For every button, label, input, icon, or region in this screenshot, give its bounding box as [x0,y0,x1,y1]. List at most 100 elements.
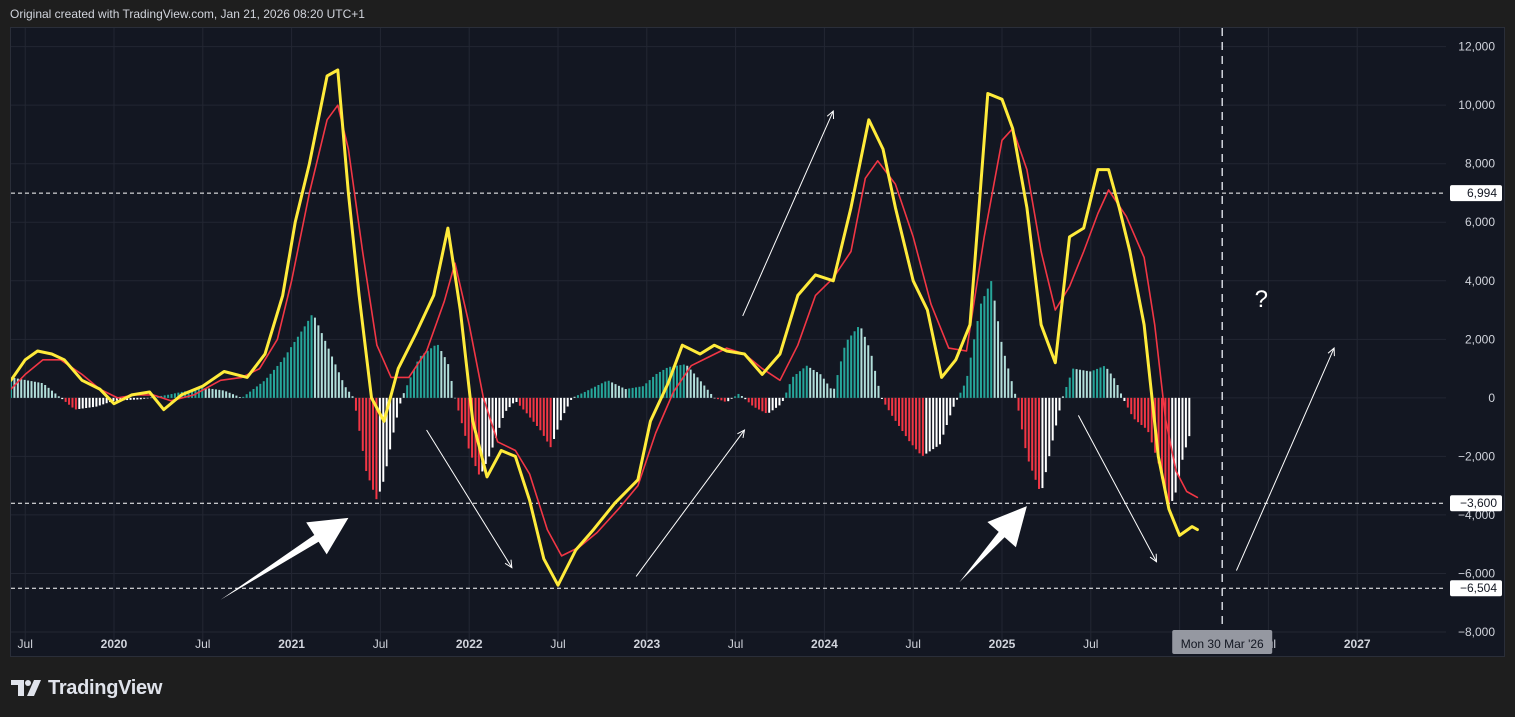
arrow-head [1327,347,1335,357]
histogram-bar [64,397,67,402]
arrow-head [826,109,835,120]
histogram-bar [272,369,275,398]
histogram-bar [621,387,624,398]
histogram-bar [727,397,730,402]
histogram-bar [344,387,347,398]
histogram-bar [744,397,747,400]
histogram-bar [1014,393,1017,398]
indicator-chart[interactable]: ? 12,000 10,000 8,000 6,000 4,000 2,000 0 −2,00… [11,28,1506,658]
histogram-bar [658,371,661,398]
oscillator-lines [11,68,1199,587]
histogram-bar [27,380,30,398]
histogram-bar [341,380,344,398]
histogram-bar [597,385,600,398]
histogram-bar [904,397,907,437]
bold-arrow-1 [220,517,349,600]
histogram-bar [262,381,265,398]
histogram-bar [833,388,836,398]
histogram-bar [1048,397,1051,457]
histogram-bar [580,393,583,398]
histogram-bar [276,365,279,398]
histogram-bar [576,395,579,398]
histogram-bar [522,397,525,410]
histogram-bar [1089,371,1092,398]
histogram-bar [303,326,306,398]
histogram-bar [269,373,272,398]
histogram-bar [938,397,941,445]
histogram-bar [761,397,764,412]
histogram-bar [423,353,426,398]
histogram-bar [436,344,439,398]
histogram-bar [945,397,948,425]
histogram-bar [976,321,979,398]
histogram-bar [368,397,371,481]
histogram-bar [901,397,904,432]
histogram-bar [754,397,757,408]
histogram-bar [1055,397,1058,426]
histogram-bar [146,397,149,399]
histogram-bar [860,328,863,398]
histogram-bar [525,397,528,414]
histogram-bar [389,397,392,450]
histogram-bar [358,397,361,431]
histogram-bar [23,379,26,398]
histogram-bar [406,385,409,398]
drawing-arrows[interactable]: ? [220,109,1335,600]
histogram-bar [1143,397,1146,428]
tradingview-brand[interactable]: TradingView [11,676,162,700]
histogram-bar [460,397,463,424]
histogram-bar [969,357,972,398]
histogram-bar [126,397,129,401]
histogram-bar [819,374,822,398]
histogram-bar [300,331,303,398]
histogram-bar [488,397,491,457]
grid [11,28,1446,642]
histogram-bar [44,385,47,398]
histogram-bar [392,397,395,433]
histogram-bar [624,389,627,398]
histogram-bar [40,382,43,398]
histogram-bar [231,394,234,398]
histogram-bar [546,397,549,442]
histogram-bar [689,369,692,398]
histogram-bar [911,397,914,446]
histogram-bar [443,357,446,398]
histogram-bar [915,397,918,450]
histogram-bar [290,347,293,398]
histogram-bar [515,397,518,402]
histogram-bar [139,397,142,400]
histogram-bar [795,373,798,398]
histogram-bar [556,397,559,430]
histogram-bar [607,380,610,398]
histogram-bar [792,376,795,398]
cursor-date-tag: Mon 30 Mar '26 [1172,630,1273,654]
time-axis[interactable]: Jul 2020 Jul 2021 Jul 2022 Jul 2023 Jul 2024 Jul 20… [18,630,1371,654]
histogram-bar [826,383,829,398]
histogram-bar [191,389,194,398]
histogram-bar [1137,397,1140,423]
histogram-bar [535,397,538,426]
thin-arrow-2 [635,429,746,577]
chart-caption: Original created with TradingView.com, J… [10,7,365,21]
histogram-bar [30,381,33,398]
histogram-bar [173,393,176,398]
histogram-bar [1065,386,1068,398]
chart-panel[interactable]: ? 12,000 10,000 8,000 6,000 4,000 2,000 0 −2,00… [10,27,1505,657]
price-axis[interactable]: 12,000 10,000 8,000 6,000 4,000 2,000 0 −2,000 −… [1450,40,1502,639]
cursor-date-label: Mon 30 Mar '26 [1181,637,1264,651]
histogram-bar [413,369,416,398]
histogram-bar [471,397,474,458]
histogram-bar [457,397,460,411]
bold-arrow-2 [959,506,1027,583]
histogram-bar [327,348,330,398]
histogram-bar [1116,385,1119,398]
y-tick-label: 2,000 [1465,332,1495,346]
histogram-bar [816,372,819,398]
histogram-bar [1188,397,1191,437]
y-tick-label: 0 [1488,391,1495,405]
histogram-bar [932,397,935,450]
thin-arrow-5 [1235,347,1335,571]
histogram-bar [822,378,825,398]
histogram-bar [1051,397,1054,441]
histogram-bar [611,382,614,398]
